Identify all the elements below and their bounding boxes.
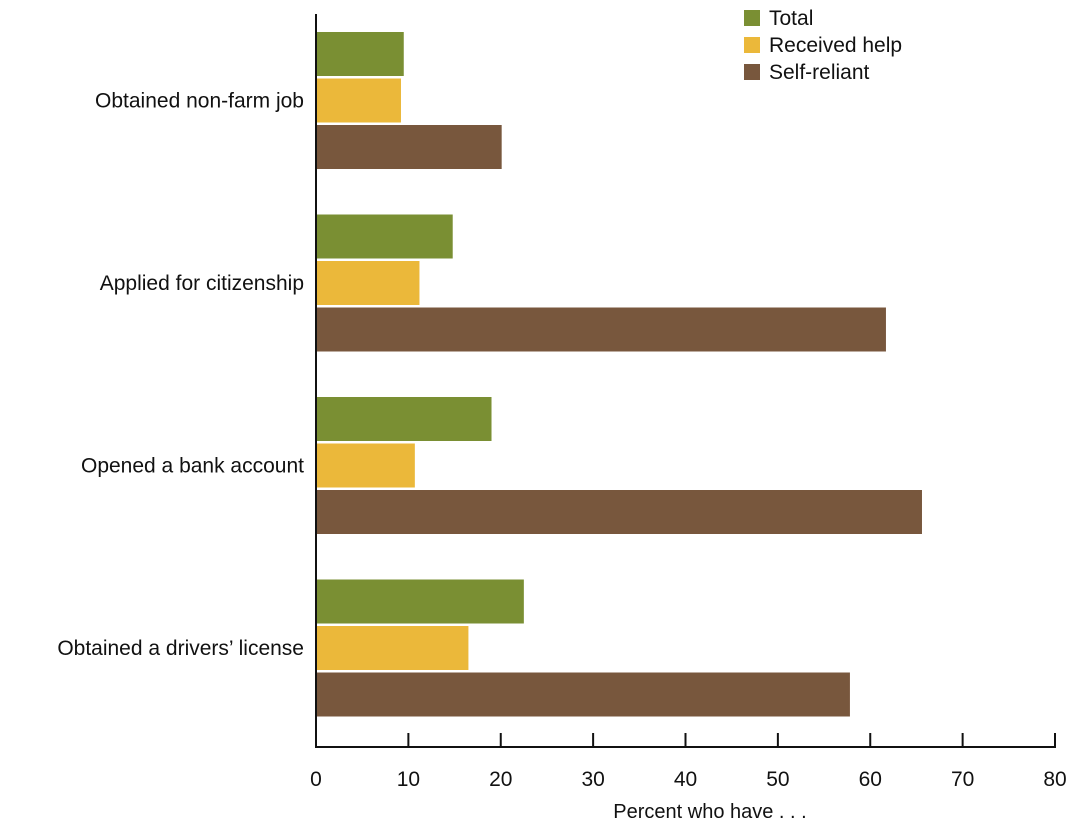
bar-received-help-applied-for-citizenship xyxy=(316,261,420,305)
bar-total-applied-for-citizenship xyxy=(316,214,453,259)
legend-swatch-received-help xyxy=(744,37,760,53)
bar-self-reliant-applied-for-citizenship xyxy=(316,307,886,352)
x-tick-label: 0 xyxy=(310,768,322,791)
x-axis-title: Percent who have . . . xyxy=(613,801,806,823)
category-labels: Obtained non-farm job Applied for citizen… xyxy=(57,90,304,661)
category-label: Obtained non-farm job xyxy=(95,90,304,113)
bar-total-obtained-non-farm-job xyxy=(316,32,404,76)
legend-swatch-self-reliant xyxy=(744,64,760,80)
bar-total-opened-a-bank-account xyxy=(316,397,492,441)
bar-self-reliant-opened-a-bank-account xyxy=(316,490,922,534)
bar-received-help-opened-a-bank-account xyxy=(316,443,415,488)
bar-received-help-obtained-a-drivers-license xyxy=(316,626,469,670)
legend-swatch-total xyxy=(744,10,760,26)
x-tick-label: 80 xyxy=(1043,768,1066,791)
category-label: Obtained a drivers’ license xyxy=(57,637,304,660)
x-axis-ticks: 0 10 20 30 40 50 60 70 80 xyxy=(310,733,1067,791)
legend-label-self-reliant: Self-reliant xyxy=(769,61,870,84)
category-label: Applied for citizenship xyxy=(100,272,304,295)
legend-label-total: Total xyxy=(769,7,813,30)
bar-self-reliant-obtained-a-drivers-license xyxy=(316,672,850,717)
x-tick-label: 10 xyxy=(397,768,420,791)
bar-total-obtained-a-drivers-license xyxy=(316,579,524,624)
x-tick-label: 70 xyxy=(951,768,974,791)
x-tick-label: 30 xyxy=(581,768,604,791)
bar-received-help-obtained-non-farm-job xyxy=(316,78,401,123)
x-tick-label: 50 xyxy=(766,768,789,791)
bars-group xyxy=(316,32,922,717)
x-tick-label: 20 xyxy=(489,768,512,791)
category-label: Opened a bank account xyxy=(81,455,304,478)
x-tick-label: 40 xyxy=(674,768,697,791)
legend-label-received-help: Received help xyxy=(769,34,902,57)
bar-self-reliant-obtained-non-farm-job xyxy=(316,125,502,169)
legend: Total Received help Self-reliant xyxy=(744,7,902,84)
x-tick-label: 60 xyxy=(859,768,882,791)
